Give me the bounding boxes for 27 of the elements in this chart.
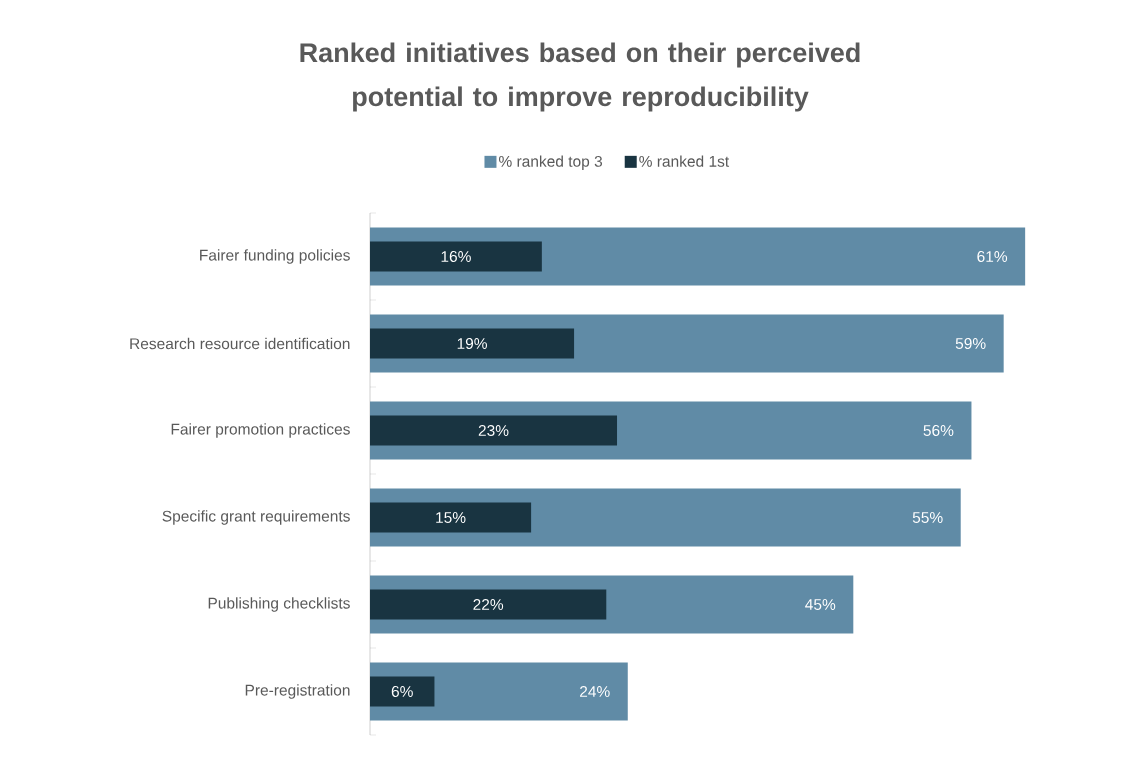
y-tick-label: Pre-registration (245, 684, 350, 699)
data-label: 16% (441, 251, 471, 262)
data-label: 6% (391, 686, 413, 697)
data-label: 45% (805, 599, 836, 610)
data-label: 19% (457, 338, 487, 349)
y-tick-label: Research resource identification (130, 337, 350, 350)
data-label: 56% (923, 425, 954, 436)
bar (370, 589, 607, 620)
y-tick-label: Specific grant requirements (162, 510, 350, 525)
data-label: 59% (955, 338, 986, 349)
y-tick-label: Fairer funding policies (200, 249, 350, 264)
y-tick-label: Fairer promotion practices (171, 423, 350, 438)
bar (370, 241, 542, 272)
data-label: 55% (912, 512, 943, 523)
bar (370, 502, 532, 533)
data-label: 61% (977, 251, 1008, 262)
data-label: 24% (580, 686, 610, 697)
bar (370, 415, 618, 446)
bar (370, 676, 435, 707)
data-label: 15% (436, 512, 466, 523)
y-tick-label: Publishing checklists (208, 597, 350, 612)
data-label: 23% (478, 425, 509, 436)
data-label: 22% (473, 599, 504, 610)
legend-label: % ranked top 3 (499, 155, 603, 170)
legend-label: % ranked 1st (639, 155, 730, 167)
chart-title: Ranked initiatives based on their perceived potential to improve reproducibility (300, 42, 860, 112)
bar (370, 328, 575, 359)
